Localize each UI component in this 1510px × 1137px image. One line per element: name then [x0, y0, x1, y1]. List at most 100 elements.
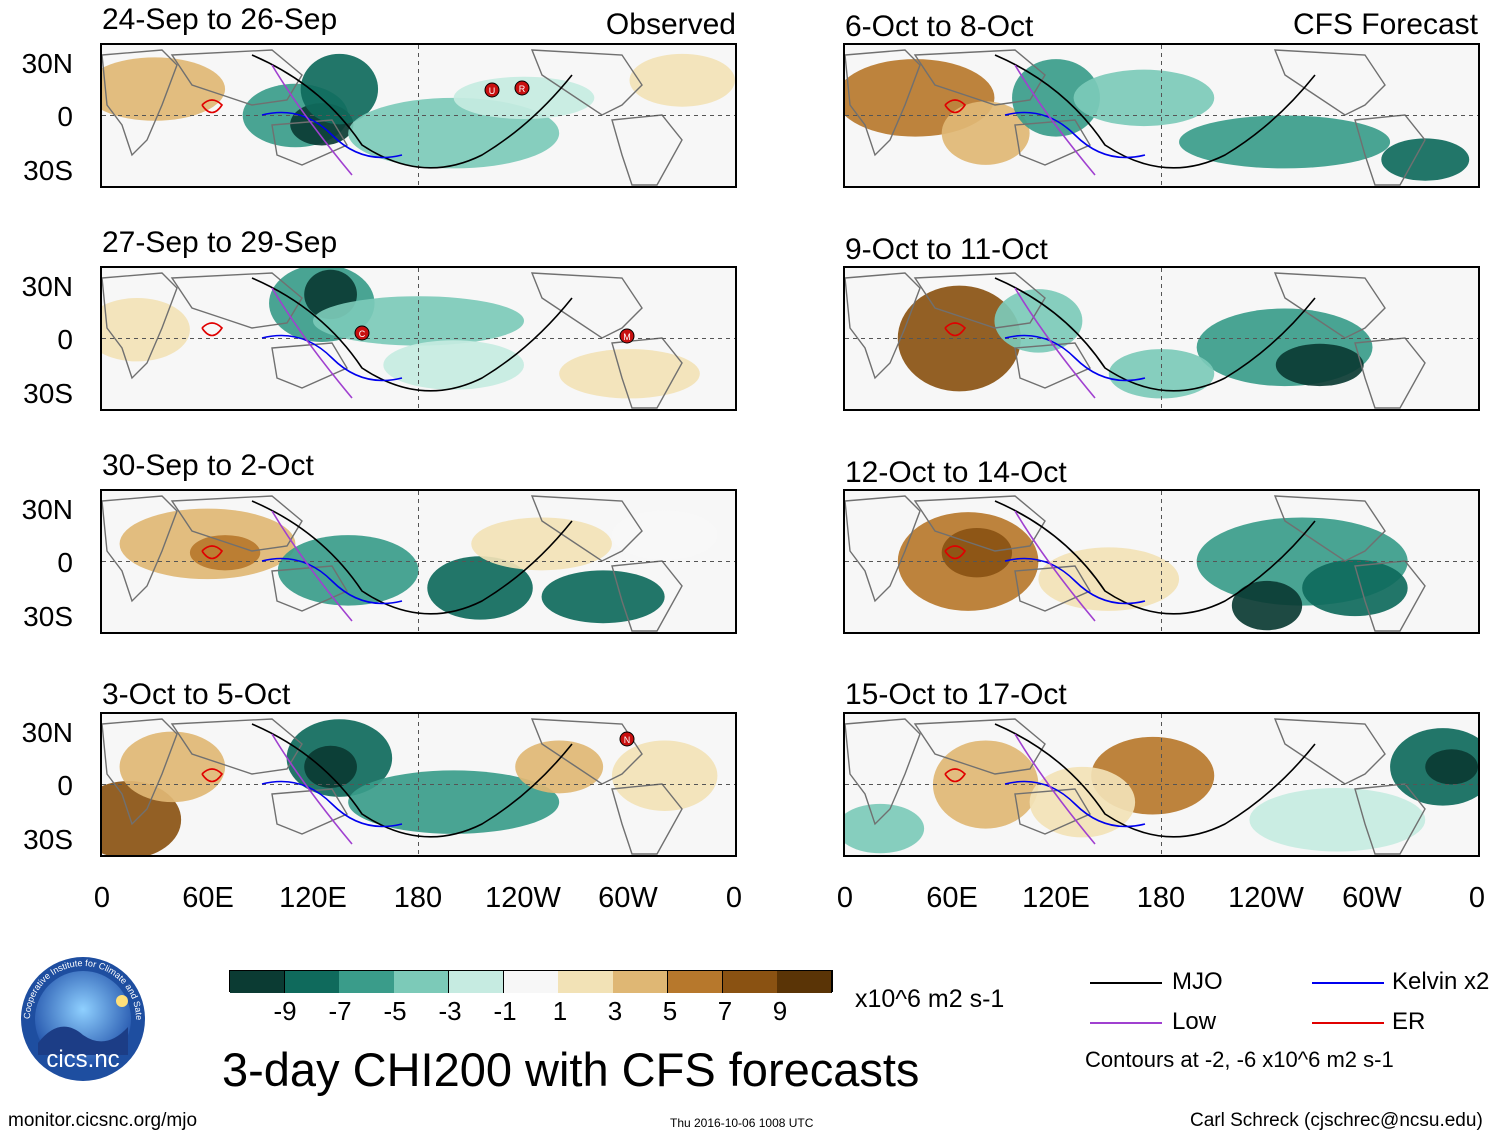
continent-outline	[845, 49, 921, 157]
map-field: N	[102, 714, 735, 855]
colorbar-swatch	[777, 971, 833, 993]
continent-outline	[170, 272, 303, 329]
chi200-anomaly-region	[1425, 749, 1478, 785]
continent-outline	[102, 49, 178, 157]
map-forecast-4	[843, 712, 1480, 857]
map-field	[845, 714, 1478, 855]
kelvin-contour	[261, 557, 403, 605]
colorbar-swatch	[722, 971, 778, 993]
lat-label-30s: 30S	[23, 601, 73, 632]
panel-title-obs-2: 27-Sep to 29-Sep	[102, 226, 338, 259]
continent-outline	[170, 49, 303, 106]
lon-label-right-0: 0	[836, 882, 854, 914]
tropical-cyclone-icon	[484, 82, 500, 98]
tropical-cyclone-label: M	[623, 332, 631, 342]
map-field	[102, 491, 735, 632]
continent-outline	[1273, 495, 1386, 562]
lat-label-30n: 30N	[21, 494, 73, 525]
colorbar-tick-label: -1	[493, 996, 517, 1026]
er-contour	[944, 99, 967, 114]
colorbar-tick-label: 9	[772, 996, 788, 1026]
tropical-cyclone-icon	[514, 80, 530, 96]
legend-kelvin-label: Kelvin x2	[1392, 968, 1490, 995]
continent-outline	[530, 49, 643, 116]
kelvin-contour	[261, 780, 403, 828]
kelvin-contour	[261, 111, 403, 159]
legend-mjo-label: MJO	[1172, 968, 1223, 995]
colorbar-swatch	[339, 971, 395, 993]
panel-title-fc-2: 9-Oct to 11-Oct	[845, 233, 1048, 266]
panel-title-fc-1: 6-Oct to 8-Oct	[845, 10, 1034, 43]
chi200-anomaly-region	[1073, 69, 1215, 127]
lon-label-right-120e: 120E	[1022, 882, 1090, 914]
lon-label-right-60e: 60E	[926, 882, 978, 914]
colorbar-tick-label: 3	[607, 996, 623, 1026]
low-contour	[1014, 510, 1096, 622]
er-contour	[201, 768, 224, 783]
chi200-anomaly-region	[1249, 788, 1426, 852]
continent-outline	[271, 565, 349, 612]
lon-label-left-0-end: 0	[725, 882, 743, 914]
chi200-anomaly-region	[304, 745, 357, 789]
chi200-anomaly-region	[471, 517, 612, 571]
colorbar-units: x10^6 m2 s-1	[855, 985, 1005, 1013]
logo-text: cics.nc	[46, 1046, 119, 1073]
footer-timestamp: Thu 2016-10-06 1008 UTC	[670, 1116, 814, 1130]
continent-outline	[170, 495, 303, 552]
map-field	[845, 45, 1478, 186]
continent-outline	[102, 495, 178, 603]
er-contour	[944, 768, 967, 783]
continent-outline	[913, 718, 1046, 775]
footer-url[interactable]: monitor.cicsnc.org/mjo	[8, 1110, 198, 1131]
mjo-contour	[251, 500, 573, 615]
chi200-anomaly-region	[119, 731, 226, 803]
legend-kelvin-line	[1312, 982, 1384, 984]
chi200-anomaly-region	[515, 740, 604, 794]
map-forecast-3	[843, 489, 1480, 634]
colorbar-ticks: -9 -7 -5 -3 -1 1 3 5 7 9	[270, 998, 830, 1028]
low-contour	[271, 287, 353, 399]
continent-outline	[913, 495, 1046, 552]
lon-label-right-60w: 60W	[1342, 882, 1402, 914]
chi200-anomaly-region	[629, 53, 735, 107]
continent-outline	[271, 119, 349, 166]
chi200-anomaly-region	[845, 803, 925, 854]
lat-label-30s: 30S	[23, 378, 73, 409]
er-contour	[944, 322, 967, 337]
lat-label-30n: 30N	[21, 271, 73, 302]
continent-outline	[845, 272, 921, 380]
kelvin-contour	[1004, 557, 1146, 605]
lat-label-30n: 30N	[21, 717, 73, 748]
chi200-anomaly-region	[1231, 580, 1303, 631]
colorbar-swatch	[613, 971, 669, 993]
mjo-contour	[994, 54, 1316, 169]
lat-label-30s: 30S	[23, 824, 73, 855]
chi200-anomaly-region	[1179, 115, 1391, 169]
colorbar	[229, 970, 833, 993]
kelvin-contour	[1004, 780, 1146, 828]
colorbar-tick-label: -3	[438, 996, 462, 1026]
continent-outline	[530, 718, 643, 785]
main-title: 3-day CHI200 with CFS forecasts	[222, 1043, 920, 1096]
mjo-contour	[994, 277, 1316, 392]
panel-title-fc-4: 15-Oct to 17-Oct	[845, 678, 1067, 711]
panel-title-obs-3: 30-Sep to 2-Oct	[102, 449, 314, 482]
tropical-cyclone-label: R	[519, 84, 526, 94]
tropical-cyclone-icon	[354, 325, 370, 341]
footer-author[interactable]: Carl Schreck (cjschrec@ncsu.edu)	[1190, 1110, 1483, 1131]
map-field	[845, 268, 1478, 409]
map-observed-3	[100, 489, 737, 634]
continent-outline	[913, 272, 1046, 329]
colorbar-tick-label: 5	[662, 996, 678, 1026]
legend-mjo-line	[1090, 982, 1162, 984]
chi200-anomaly-region	[611, 740, 718, 811]
continent-outline	[530, 272, 643, 339]
low-contour	[271, 510, 353, 622]
lon-label-left-60e: 60E	[182, 882, 234, 914]
forecast-header: CFS Forecast	[1292, 8, 1478, 41]
tropical-cyclone-label: N	[624, 735, 631, 745]
colorbar-swatch	[667, 971, 724, 993]
colorbar-tick-label: 1	[552, 996, 568, 1026]
